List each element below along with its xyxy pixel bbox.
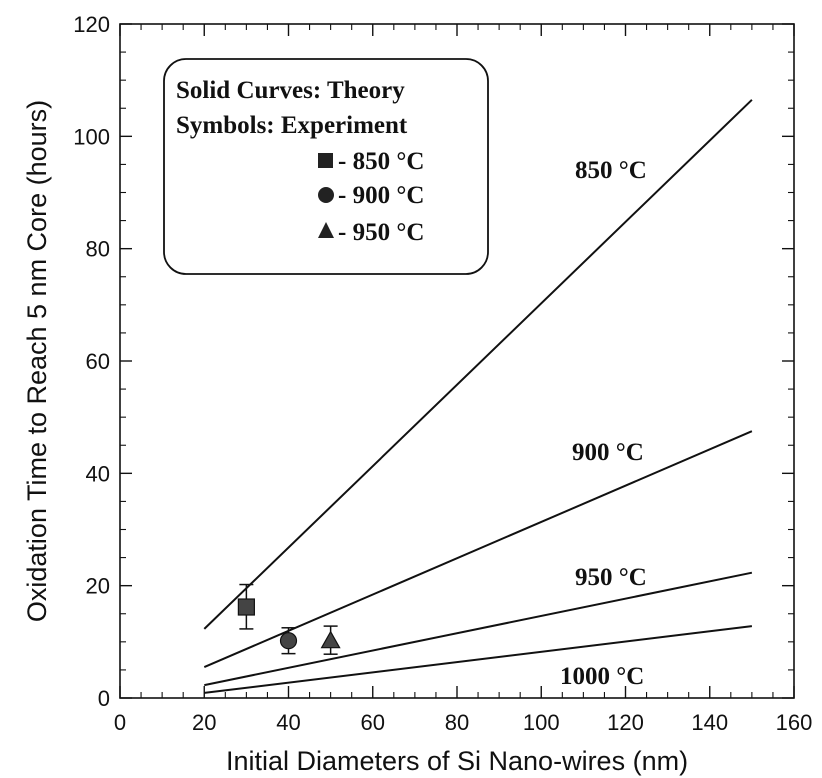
curve-1000 [204, 625, 753, 694]
legend-entry-950: - 950 °C [338, 219, 424, 246]
legend-title-theory: Solid Curves: Theory [176, 77, 405, 104]
x-tick-label: 0 [114, 710, 126, 735]
legend-entry-850: - 850 °C [338, 148, 424, 175]
experiment-points [237, 583, 341, 655]
x-tick-label: 80 [445, 710, 469, 735]
legend-circle-icon [318, 187, 334, 203]
x-tick-label: 100 [523, 710, 560, 735]
y-tick-label: 40 [86, 461, 110, 486]
y-tick-label: 20 [86, 574, 110, 599]
curve-label: 950 °C [575, 564, 647, 591]
axis-ticks [119, 23, 795, 699]
x-tick-label: 20 [192, 710, 216, 735]
x-tick-label: 160 [776, 710, 813, 735]
point-triangle [320, 630, 341, 649]
x-axis-label: Initial Diameters of Si Nano-wires (nm) [226, 746, 688, 776]
y-tick-label: 60 [86, 349, 110, 374]
x-tick-label: 120 [607, 710, 644, 735]
legend-title-experiment: Symbols: Experiment [176, 112, 408, 139]
legend-entry-900: - 900 °C [338, 182, 424, 209]
y-tick-label: 80 [86, 237, 110, 262]
curve-850 [203, 99, 753, 630]
x-tick-label: 140 [691, 710, 728, 735]
legend-square-icon [318, 153, 333, 168]
legend: Solid Curves: Theory Symbols: Experiment… [163, 58, 489, 275]
theory-curves [203, 99, 753, 694]
x-tick-label: 40 [276, 710, 300, 735]
y-axis-label: Oxidation Time to Reach 5 nm Core (hours… [22, 100, 52, 622]
y-tick-label: 120 [73, 12, 110, 37]
point-square [237, 598, 255, 616]
curve-950 [204, 571, 753, 687]
curve-label: 1000 °C [560, 663, 644, 690]
point-circle [279, 632, 298, 650]
legend-triangle-icon [318, 222, 334, 238]
tick-labels: 0 20 40 60 80 100 120 140 160 0 20 40 60 80 100 120 [73, 12, 812, 735]
y-tick-label: 100 [73, 124, 110, 149]
curve-label: 850 °C [575, 157, 647, 184]
curve-900 [203, 430, 753, 669]
y-tick-label: 0 [98, 686, 110, 711]
curve-label: 900 °C [572, 439, 644, 466]
x-tick-label: 60 [361, 710, 385, 735]
curve-labels: 850 °C 900 °C 950 °C 1000 °C [560, 157, 647, 690]
